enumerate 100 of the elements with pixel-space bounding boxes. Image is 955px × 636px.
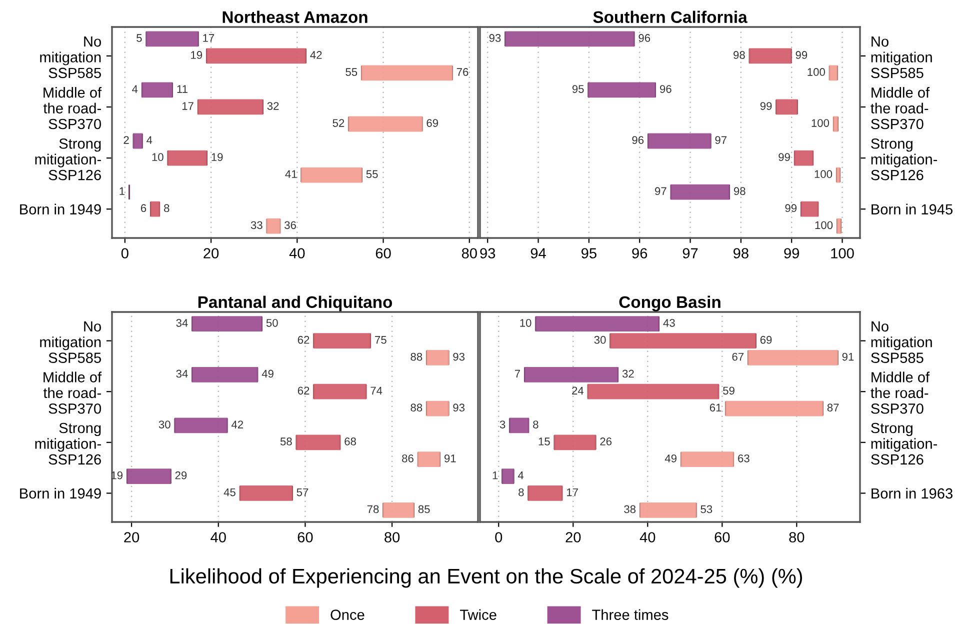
bar — [132, 133, 143, 149]
bar — [146, 31, 199, 47]
x-tick-label: 94 — [530, 248, 546, 258]
bar — [142, 82, 173, 98]
y-tick-label: No mitigation SSP585 — [871, 321, 932, 363]
bar — [725, 400, 824, 416]
text: 3 — [500, 420, 506, 428]
text: 98 — [734, 187, 746, 196]
bar — [426, 350, 450, 366]
y-tick-label: Born in 1949 — [20, 488, 101, 499]
chart-title: Congo Basin — [619, 296, 720, 312]
bar — [836, 167, 840, 183]
text: 49 — [262, 370, 274, 378]
bar — [382, 502, 414, 518]
bar — [794, 150, 814, 166]
text: 63 — [738, 454, 750, 462]
y-tick-label: No mitigation SSP585 — [871, 36, 932, 78]
text: 43 — [663, 318, 675, 327]
text: 67 — [732, 352, 744, 361]
text: 11 — [177, 85, 188, 93]
text: 7 — [514, 370, 520, 378]
text: 4 — [146, 136, 152, 144]
bar — [504, 31, 635, 47]
y-tick-label: Middle of the road- SSP370 — [870, 87, 930, 130]
bar — [192, 316, 262, 332]
chart-title: Southern California — [593, 10, 748, 23]
x-tick-label: 40 — [289, 248, 305, 258]
text: 19 — [212, 153, 223, 162]
bar — [648, 133, 712, 149]
y-tick-label: Born in 1945 — [872, 204, 953, 214]
text: 32 — [622, 370, 634, 378]
text: 91 — [842, 352, 854, 361]
y-tick-label: No mitigation SSP585 — [40, 36, 101, 78]
text: 88 — [410, 404, 422, 412]
text: 49 — [664, 454, 676, 462]
text: 99 — [760, 102, 772, 110]
bar — [610, 333, 756, 348]
x-tick-label: 80 — [384, 532, 400, 542]
text: 78 — [367, 505, 379, 514]
text: 100 — [815, 221, 833, 230]
x-tick-label: 40 — [640, 532, 656, 542]
x-tick-label: 60 — [714, 532, 730, 542]
bar — [554, 434, 596, 450]
bar — [588, 82, 656, 98]
text: 69 — [760, 336, 772, 344]
x-tick-label: 0 — [121, 248, 128, 258]
text: 29 — [175, 471, 187, 480]
x-tick-label: 95 — [582, 248, 596, 258]
text: 85 — [418, 505, 430, 514]
text: 8 — [518, 488, 524, 496]
x-tick-label: 98 — [734, 248, 748, 258]
text: 1 — [492, 472, 498, 480]
y-tick-label: Middle of the road- SSP370 — [43, 372, 102, 414]
text: 52 — [332, 119, 344, 127]
bar — [361, 65, 453, 81]
text: 10 — [152, 153, 164, 162]
bar — [192, 366, 258, 382]
text: 17 — [566, 488, 578, 496]
text: 93 — [489, 34, 501, 42]
bar — [800, 201, 818, 217]
text: 8 — [164, 204, 170, 212]
text: 32 — [267, 102, 279, 110]
y-tick-label: Middle of the road- SSP370 — [870, 372, 930, 414]
bar — [150, 201, 160, 217]
y-tick-label: Middle of the road- SSP370 — [43, 87, 102, 130]
x-tick-label: 80 — [462, 248, 477, 258]
text: 41 — [285, 170, 297, 178]
text: 45 — [224, 488, 236, 496]
text: 99 — [778, 153, 790, 162]
bar — [509, 418, 529, 434]
bar — [240, 486, 293, 501]
y-tick-label: Strong mitigation- SSP126 — [871, 138, 938, 180]
bar — [348, 116, 423, 132]
chart-title: Pantanal and Chiquitano — [198, 296, 392, 312]
bar — [640, 502, 697, 518]
text: 4 — [518, 472, 524, 480]
text: 99 — [796, 51, 808, 59]
text: 2 — [124, 136, 129, 144]
bar — [206, 48, 306, 64]
text: 86 — [402, 454, 414, 462]
bar — [300, 167, 362, 183]
text: 98 — [734, 51, 745, 59]
bar — [418, 452, 440, 468]
text: 95 — [572, 85, 584, 93]
text: 36 — [284, 221, 296, 230]
text: 34 — [176, 318, 188, 327]
text: 38 — [624, 505, 636, 514]
text: 96 — [632, 136, 644, 144]
text: 74 — [370, 386, 382, 394]
text: 88 — [410, 352, 422, 361]
text: 75 — [375, 336, 386, 344]
text: 17 — [203, 34, 214, 42]
text: 57 — [296, 488, 308, 496]
text: 99 — [785, 204, 797, 212]
bar — [313, 384, 367, 400]
text: 10 — [520, 318, 532, 327]
x-tick-label: 60 — [298, 532, 313, 542]
bar — [836, 218, 842, 234]
text: 26 — [600, 438, 612, 446]
x-tick-label: 60 — [376, 248, 391, 258]
